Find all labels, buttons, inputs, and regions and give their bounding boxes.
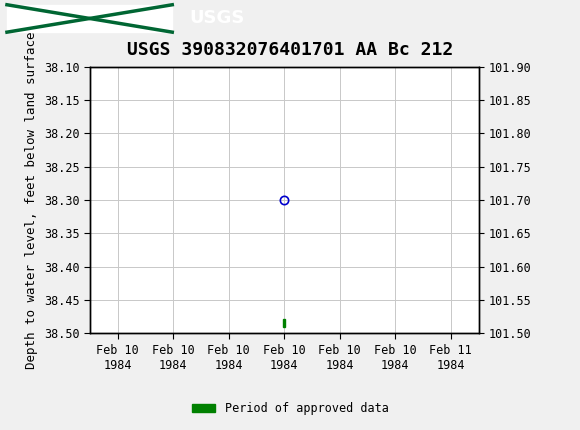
Text: USGS 390832076401701 AA Bc 212: USGS 390832076401701 AA Bc 212 <box>127 41 453 59</box>
FancyBboxPatch shape <box>7 5 172 32</box>
Bar <box>283 319 285 327</box>
Y-axis label: Depth to water level, feet below land surface: Depth to water level, feet below land su… <box>26 31 38 369</box>
Legend: Period of approved data: Period of approved data <box>187 397 393 420</box>
Text: USGS: USGS <box>190 9 245 27</box>
